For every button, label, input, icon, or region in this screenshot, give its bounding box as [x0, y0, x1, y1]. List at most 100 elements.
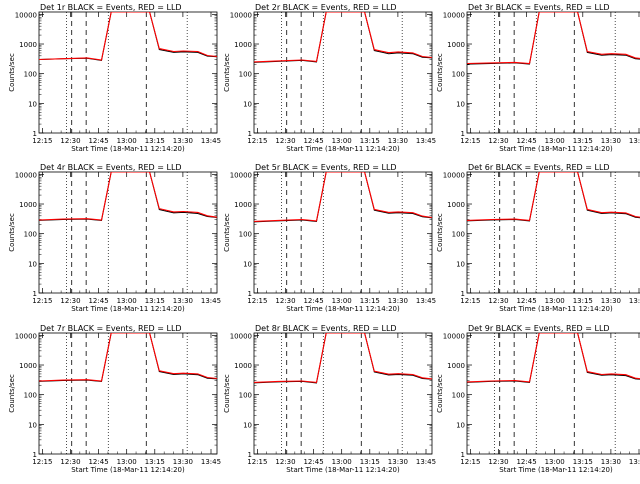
x-tick-label: 13:15 [573, 458, 593, 466]
panel-title: Det 2r BLACK = Events, RED = LLD [255, 3, 397, 12]
x-tick-label: 12:45 [88, 458, 108, 466]
y-tick-label: 1000 [447, 201, 465, 209]
y-axis-label: Counts/sec [436, 374, 444, 413]
plot-frame [38, 171, 218, 294]
events-series-line [467, 333, 640, 383]
x-tick-label: 13:45 [201, 137, 221, 145]
y-tick-label: 1 [33, 451, 37, 459]
x-axis-label: Start Time (18-Mar-11 12:14:20) [286, 145, 400, 153]
detector-panel-5: Det 5r BLACK = Events, RED = LLD 1 10 100 10… [223, 163, 436, 313]
y-tick-label: 10 [28, 260, 37, 268]
events-series-line [254, 172, 432, 223]
x-tick-label: 12:15 [460, 458, 480, 466]
y-tick-label: 1 [248, 130, 252, 138]
y-tick-label: 1 [248, 451, 252, 459]
x-tick-label: 13:30 [388, 297, 408, 305]
y-tick-label: 10000 [15, 11, 37, 19]
y-tick-label: 10 [28, 421, 37, 429]
detector-panel-8: Det 8r BLACK = Events, RED = LLD 1 10 100 10… [223, 324, 436, 474]
y-tick-label: 10000 [443, 171, 465, 179]
y-tick-label: 1 [461, 451, 465, 459]
y-axis-label: Counts/sec [223, 53, 231, 92]
x-tick-label: 12:15 [460, 297, 480, 305]
y-tick-label: 1 [33, 130, 37, 138]
y-tick-label: 10 [243, 260, 252, 268]
x-tick-label: 13:00 [545, 458, 565, 466]
y-tick-label: 1000 [447, 362, 465, 370]
lld-series-line [254, 333, 432, 383]
x-tick-label: 13:15 [360, 137, 380, 145]
x-tick-label: 12:15 [32, 458, 52, 466]
x-tick-label: 12:15 [247, 297, 267, 305]
x-tick-label: 13:30 [601, 137, 621, 145]
detector-panel-1: Det 1r BLACK = Events, RED = LLD 1 10 100 10… [8, 3, 221, 153]
lld-series-line [467, 172, 640, 221]
x-tick-label: 13:00 [545, 297, 565, 305]
x-axis-label: Start Time (18-Mar-11 12:14:20) [71, 466, 185, 474]
y-tick-label: 1000 [234, 362, 252, 370]
x-tick-label: 12:30 [488, 137, 508, 145]
detector-panel-7: Det 7r BLACK = Events, RED = LLD 1 10 100 10… [8, 324, 221, 474]
y-tick-label: 1000 [19, 201, 37, 209]
x-tick-label: 12:45 [88, 297, 108, 305]
panel-title: Det 6r BLACK = Events, RED = LLD [468, 163, 610, 172]
x-tick-label: 12:15 [460, 137, 480, 145]
y-tick-label: 100 [24, 392, 37, 400]
x-tick-label: 12:15 [247, 458, 267, 466]
x-tick-label: 13:30 [601, 458, 621, 466]
events-series-line [254, 333, 432, 384]
x-tick-label: 13:45 [416, 297, 436, 305]
y-tick-label: 10 [456, 260, 465, 268]
y-tick-label: 1 [461, 290, 465, 298]
y-tick-label: 100 [24, 231, 37, 239]
x-tick-label: 12:45 [88, 137, 108, 145]
x-tick-label: 13:15 [360, 458, 380, 466]
y-axis-label: Counts/sec [223, 213, 231, 252]
x-tick-label: 13:30 [388, 458, 408, 466]
y-tick-label: 100 [239, 231, 252, 239]
x-tick-label: 13:30 [388, 137, 408, 145]
panel-title: Det 1r BLACK = Events, RED = LLD [40, 3, 182, 12]
lld-series-line [39, 12, 217, 61]
x-tick-label: 13:30 [173, 297, 193, 305]
detector-panel-9: Det 9r BLACK = Events, RED = LLD 1 10 100 10… [436, 324, 640, 474]
x-tick-label: 13:45 [201, 297, 221, 305]
events-series-line [39, 333, 217, 382]
y-tick-label: 100 [239, 71, 252, 79]
y-tick-label: 10000 [230, 332, 252, 340]
y-tick-label: 100 [24, 71, 37, 79]
lld-series-line [254, 12, 432, 63]
x-tick-label: 13:15 [145, 137, 165, 145]
x-tick-label: 12:15 [32, 137, 52, 145]
x-tick-label: 13:45 [629, 297, 640, 305]
x-tick-label: 12:30 [60, 458, 80, 466]
x-axis-label: Start Time (18-Mar-11 12:14:20) [71, 145, 185, 153]
x-tick-label: 12:30 [275, 137, 295, 145]
y-tick-label: 10 [243, 100, 252, 108]
lld-series-line [467, 12, 640, 65]
y-tick-label: 1000 [19, 362, 37, 370]
x-axis-label: Start Time (18-Mar-11 12:14:20) [499, 145, 613, 153]
plot-frame [253, 332, 433, 455]
x-tick-label: 13:15 [573, 137, 593, 145]
plot-frame [466, 171, 640, 294]
x-tick-label: 13:15 [360, 297, 380, 305]
y-tick-label: 10000 [15, 171, 37, 179]
plot-frame [253, 11, 433, 134]
x-tick-label: 13:00 [332, 458, 352, 466]
y-tick-label: 100 [452, 392, 465, 400]
y-axis-label: Counts/sec [8, 374, 16, 413]
x-tick-label: 13:15 [145, 297, 165, 305]
lld-series-line [254, 172, 432, 222]
x-tick-label: 13:30 [601, 297, 621, 305]
x-tick-label: 12:30 [275, 458, 295, 466]
x-tick-label: 13:45 [201, 458, 221, 466]
y-tick-label: 10 [456, 421, 465, 429]
detector-panel-3: Det 3r BLACK = Events, RED = LLD 1 10 100 10… [436, 3, 640, 153]
lld-series-line [39, 172, 217, 221]
plot-frame [38, 11, 218, 134]
y-axis-label: Counts/sec [8, 213, 16, 252]
y-tick-label: 1000 [447, 41, 465, 49]
x-tick-label: 12:30 [488, 458, 508, 466]
